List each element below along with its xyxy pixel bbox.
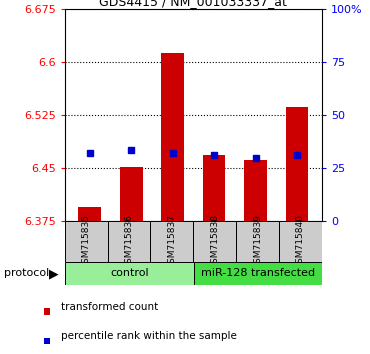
- Bar: [65, 221, 108, 262]
- Text: miR-128 transfected: miR-128 transfected: [201, 268, 315, 279]
- Text: protocol: protocol: [4, 268, 49, 279]
- Bar: [108, 221, 151, 262]
- Bar: [203, 155, 225, 221]
- Text: percentile rank within the sample: percentile rank within the sample: [61, 331, 237, 341]
- Text: transformed count: transformed count: [61, 302, 158, 312]
- Bar: [44, 308, 50, 315]
- Text: ▶: ▶: [49, 267, 58, 280]
- Bar: [151, 221, 194, 262]
- Text: GSM715839: GSM715839: [253, 214, 262, 269]
- Text: GSM715840: GSM715840: [296, 214, 305, 269]
- Title: GDS4415 / NM_001033337_at: GDS4415 / NM_001033337_at: [100, 0, 287, 8]
- Bar: [244, 160, 267, 221]
- Text: GSM715837: GSM715837: [167, 214, 176, 269]
- Bar: [194, 262, 322, 285]
- Bar: [279, 221, 322, 262]
- Bar: [236, 221, 279, 262]
- Bar: [120, 167, 142, 221]
- Text: GSM715838: GSM715838: [210, 214, 219, 269]
- Bar: [44, 338, 50, 344]
- Text: GSM715835: GSM715835: [82, 214, 91, 269]
- Text: control: control: [110, 268, 149, 279]
- Text: GSM715836: GSM715836: [125, 214, 134, 269]
- Bar: [161, 53, 184, 221]
- Bar: [286, 107, 309, 221]
- Bar: [194, 221, 236, 262]
- Bar: [65, 262, 194, 285]
- Bar: [78, 207, 101, 221]
